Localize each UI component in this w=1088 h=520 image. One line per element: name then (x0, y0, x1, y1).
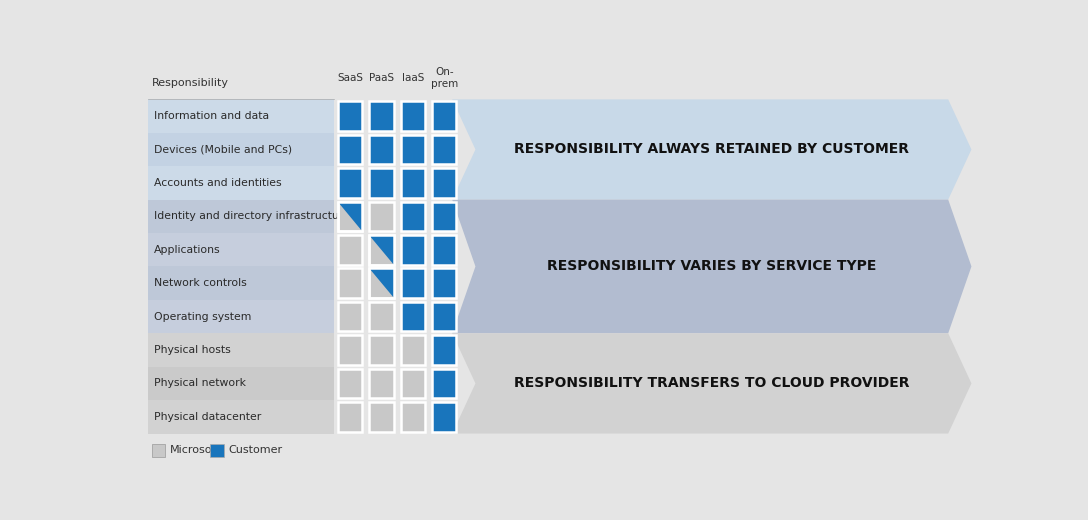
Bar (369, 268, 394, 298)
Bar (369, 402, 394, 432)
Bar (400, 335, 425, 365)
Bar (400, 402, 425, 432)
Bar (400, 202, 425, 231)
Text: Physical network: Physical network (153, 379, 246, 388)
Bar (369, 135, 394, 164)
Text: Applications: Applications (153, 245, 221, 255)
Bar (148, 300, 334, 333)
Bar (148, 367, 334, 400)
Polygon shape (369, 268, 394, 298)
Bar (338, 369, 362, 398)
Polygon shape (338, 202, 362, 231)
Bar (148, 333, 334, 367)
Bar (338, 101, 362, 131)
Text: Microsoft: Microsoft (170, 446, 221, 456)
Text: Responsibility: Responsibility (151, 78, 228, 88)
Bar (400, 101, 425, 131)
Bar (338, 168, 362, 198)
Text: On-
prem: On- prem (431, 67, 458, 88)
Bar (369, 168, 394, 198)
Bar (338, 335, 362, 365)
Text: Identity and directory infrastructure: Identity and directory infrastructure (153, 211, 349, 222)
Bar (148, 200, 334, 233)
Bar (148, 133, 334, 166)
Bar (338, 268, 362, 298)
Bar (400, 302, 425, 331)
Text: Physical hosts: Physical hosts (153, 345, 231, 355)
Text: RESPONSIBILITY TRANSFERS TO CLOUD PROVIDER: RESPONSIBILITY TRANSFERS TO CLOUD PROVID… (514, 376, 910, 391)
Polygon shape (369, 235, 394, 265)
Bar (369, 302, 394, 331)
Bar (400, 135, 425, 164)
Bar (338, 235, 362, 265)
Bar (148, 99, 334, 133)
Bar (369, 335, 394, 365)
Text: Physical datacenter: Physical datacenter (153, 412, 261, 422)
Bar (148, 266, 334, 300)
Bar (148, 166, 334, 200)
Text: RESPONSIBILITY ALWAYS RETAINED BY CUSTOMER: RESPONSIBILITY ALWAYS RETAINED BY CUSTOM… (515, 142, 910, 157)
Bar (151, 444, 165, 458)
Bar (369, 101, 394, 131)
Bar (400, 235, 425, 265)
Text: Devices (Mobile and PCs): Devices (Mobile and PCs) (153, 145, 292, 154)
Bar (432, 235, 457, 265)
Text: Information and data: Information and data (153, 111, 269, 121)
Bar (369, 268, 394, 298)
Text: Operating system: Operating system (153, 311, 251, 321)
Bar (432, 101, 457, 131)
Bar (338, 135, 362, 164)
Bar (338, 202, 362, 231)
Bar (148, 400, 334, 434)
Bar (432, 402, 457, 432)
Polygon shape (453, 200, 972, 333)
Bar (432, 268, 457, 298)
Bar (432, 369, 457, 398)
Bar (432, 335, 457, 365)
Bar (210, 444, 223, 458)
Polygon shape (453, 99, 972, 200)
Bar (369, 202, 394, 231)
Text: IaaS: IaaS (401, 73, 424, 83)
Text: SaaS: SaaS (337, 73, 363, 83)
Text: RESPONSIBILITY VARIES BY SERVICE TYPE: RESPONSIBILITY VARIES BY SERVICE TYPE (547, 259, 877, 274)
Bar (338, 202, 362, 231)
Bar (432, 135, 457, 164)
Bar (400, 369, 425, 398)
Bar (369, 369, 394, 398)
Bar (400, 268, 425, 298)
Bar (338, 402, 362, 432)
Bar (432, 302, 457, 331)
Bar (148, 233, 334, 266)
Bar (338, 302, 362, 331)
Polygon shape (453, 333, 972, 434)
Text: PaaS: PaaS (369, 73, 394, 83)
Text: Network controls: Network controls (153, 278, 247, 288)
Bar (432, 168, 457, 198)
Bar (369, 235, 394, 265)
Text: Customer: Customer (228, 446, 283, 456)
Bar (369, 235, 394, 265)
Bar (432, 202, 457, 231)
Text: Accounts and identities: Accounts and identities (153, 178, 282, 188)
Bar (400, 168, 425, 198)
